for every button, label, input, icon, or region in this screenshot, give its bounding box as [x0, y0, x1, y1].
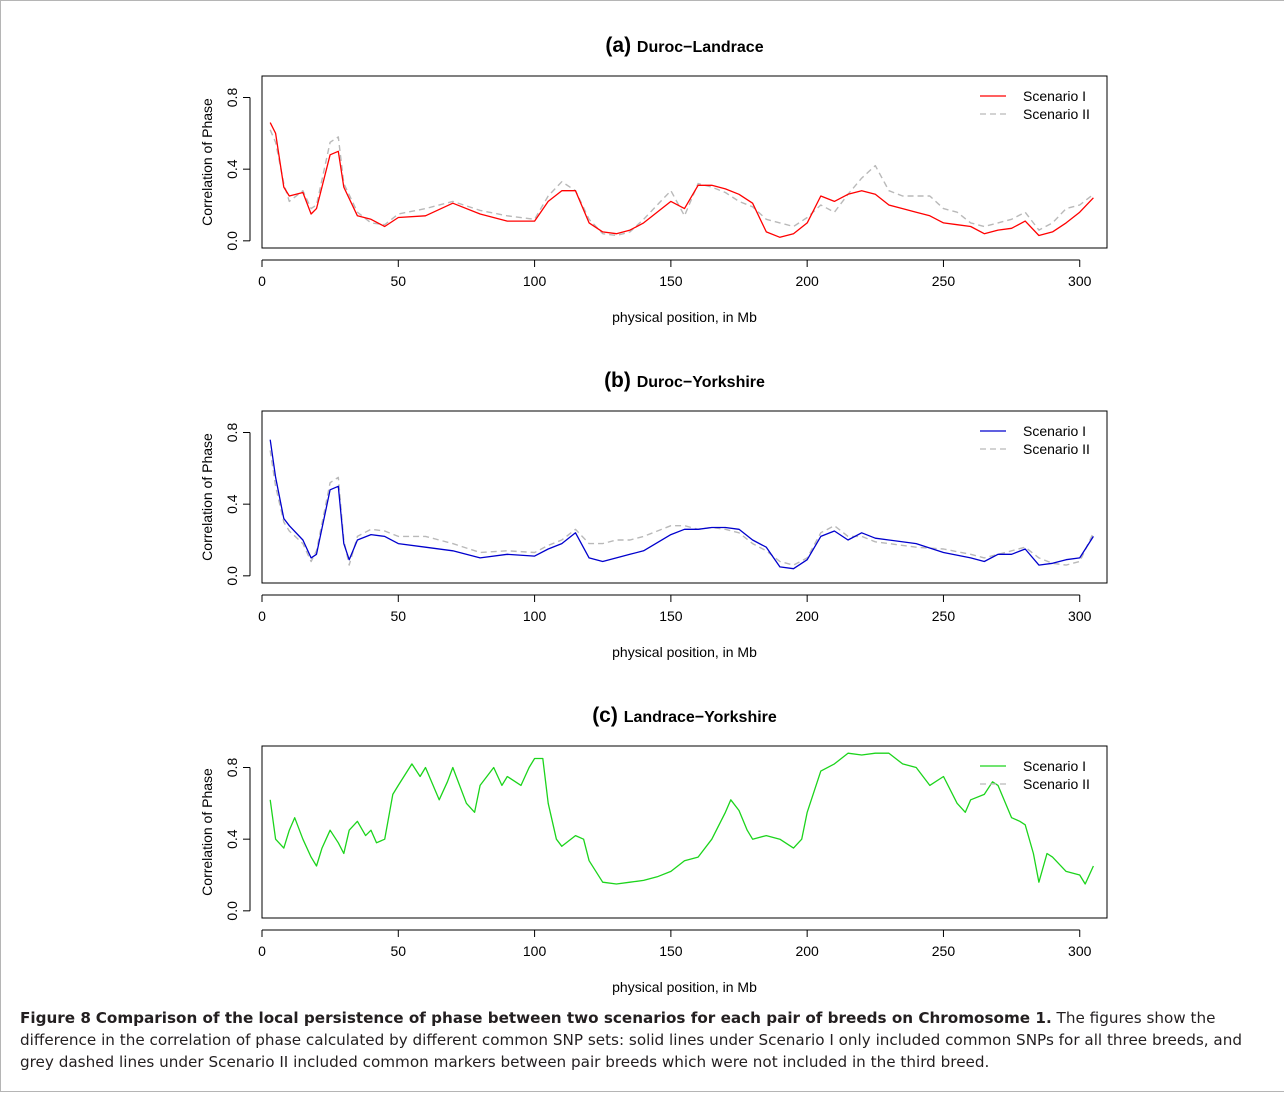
chart-title-text: Landrace−Yorkshire: [624, 709, 777, 726]
x-tick-label: 100: [523, 608, 547, 624]
x-tick-label: 200: [795, 608, 819, 624]
x-tick-label: 300: [1068, 608, 1092, 624]
x-axis-label: physical position, in Mb: [612, 309, 757, 325]
y-tick-label: 0.0: [224, 231, 240, 251]
x-tick-label: 250: [932, 273, 956, 289]
chart-title-letter: (b): [604, 369, 637, 392]
legend-label: Scenario II: [1023, 106, 1090, 122]
x-tick-label: 100: [523, 943, 547, 959]
x-tick-label: 0: [258, 608, 266, 624]
x-tick-label: 250: [932, 608, 956, 624]
x-tick-label: 150: [659, 943, 683, 959]
y-tick-label: 0.4: [224, 159, 240, 179]
x-tick-label: 150: [659, 273, 683, 289]
x-tick-label: 300: [1068, 273, 1092, 289]
chart-panel-3: (c) Landrace−Yorkshire 0 50 100 150 200 250 300…: [199, 704, 1108, 995]
chart-title: (b) Duroc−Yorkshire: [604, 369, 765, 392]
y-tick-label: 0.8: [224, 88, 240, 108]
y-axis-label: Correlation of Phase: [199, 768, 215, 896]
legend-label: Scenario I: [1023, 88, 1086, 104]
y-axis-label: Correlation of Phase: [199, 433, 215, 561]
x-tick-label: 50: [391, 943, 407, 959]
plot-frame: [261, 410, 1108, 584]
y-tick-label: 0.8: [224, 423, 240, 443]
chart-title-letter: (c): [592, 704, 624, 727]
figure-charts: (a) Duroc−Landrace 0 50 100 150 200 250 300 phys…: [199, 34, 1108, 995]
series-line-scenario-i: [269, 122, 1094, 238]
y-tick-label: 0.4: [224, 829, 240, 849]
x-tick-label: 200: [795, 273, 819, 289]
x-axis-label: physical position, in Mb: [612, 644, 757, 660]
series-line-scenario-i: [269, 752, 1094, 885]
x-tick-label: 200: [795, 943, 819, 959]
legend-label: Scenario I: [1023, 758, 1086, 774]
y-tick-label: 0.0: [224, 566, 240, 586]
chart-title: (a) Duroc−Landrace: [605, 34, 763, 57]
y-tick-label: 0.0: [224, 901, 240, 921]
x-axis-label: physical position, in Mb: [612, 979, 757, 995]
x-tick-label: 300: [1068, 943, 1092, 959]
series-line-scenario-ii: [269, 450, 1095, 566]
plot-frame: [261, 745, 1108, 919]
y-tick-label: 0.4: [224, 494, 240, 514]
y-axis-label: Correlation of Phase: [199, 98, 215, 226]
x-tick-label: 50: [391, 273, 407, 289]
chart-title: (c) Landrace−Yorkshire: [592, 704, 777, 727]
figure-caption: Figure 8 Comparison of the local persist…: [20, 1007, 1278, 1073]
chart-panel-1: (a) Duroc−Landrace 0 50 100 150 200 250 300 phys…: [199, 34, 1108, 325]
caption-label: Figure 8: [20, 1009, 91, 1027]
x-tick-label: 250: [932, 943, 956, 959]
x-tick-label: 50: [391, 608, 407, 624]
chart-title-letter: (a): [605, 34, 637, 57]
x-tick-label: 100: [523, 273, 547, 289]
legend-label: Scenario I: [1023, 423, 1086, 439]
legend-label: Scenario II: [1023, 776, 1090, 792]
plot-frame: [261, 75, 1108, 249]
x-tick-label: 0: [258, 273, 266, 289]
chart-title-text: Duroc−Yorkshire: [637, 374, 765, 391]
chart-title-text: Duroc−Landrace: [637, 39, 764, 56]
chart-panel-2: (b) Duroc−Yorkshire 0 50 100 150 200 250 300 phy…: [199, 369, 1108, 660]
series-line-scenario-i: [269, 439, 1094, 570]
caption-body: The figures show the difference in the c…: [20, 1009, 1242, 1071]
x-tick-label: 150: [659, 608, 683, 624]
legend-label: Scenario II: [1023, 441, 1090, 457]
x-tick-label: 0: [258, 943, 266, 959]
y-tick-label: 0.8: [224, 758, 240, 778]
series-line-scenario-ii: [269, 129, 1094, 237]
caption-title: Comparison of the local persistence of p…: [95, 1009, 1052, 1027]
